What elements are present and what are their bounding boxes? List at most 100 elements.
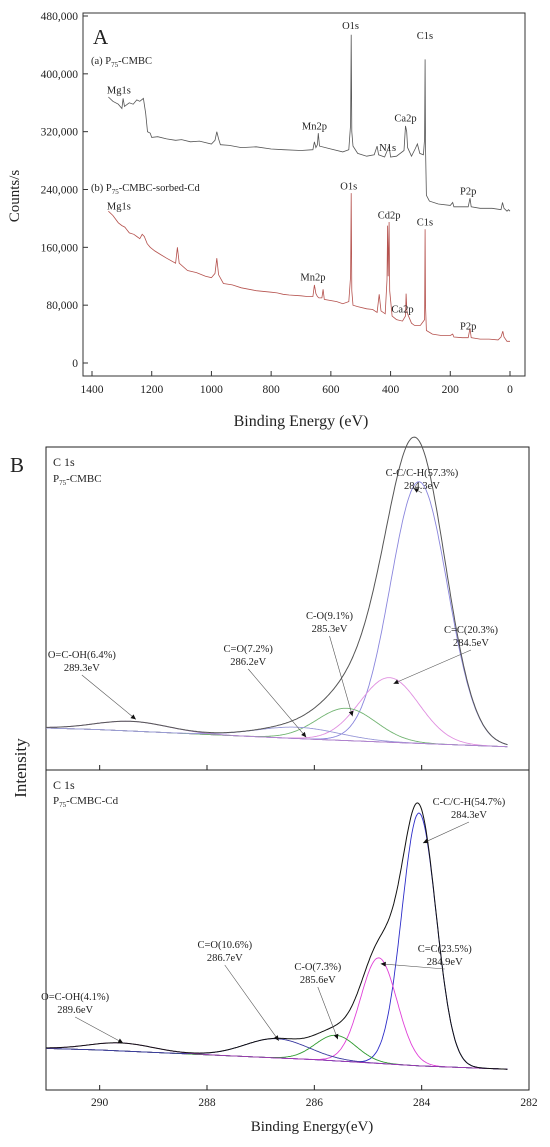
peak-label: Cd2p: [378, 210, 401, 221]
subplot-top-title-line1: C 1s: [53, 455, 75, 469]
leader-line: [393, 649, 472, 684]
x-tick-label: 800: [263, 384, 281, 396]
leader-line: [329, 635, 353, 717]
x-tick-label: 290: [91, 1097, 109, 1109]
y-tick-label: 400,000: [41, 69, 79, 81]
y-tick-label: 160,000: [41, 242, 79, 254]
envelope-curve: [46, 802, 508, 1070]
y-tick-label: 0: [72, 358, 78, 370]
peak-label-energy: 289.6eV: [57, 1005, 93, 1016]
peak-label-component: C=O(7.2%): [224, 644, 274, 655]
component-peak-curve: [46, 812, 508, 1070]
leader-line: [224, 964, 280, 1041]
peak-label-energy: 285.3eV: [312, 624, 348, 635]
peak-label-component: O=C-OH(6.4%): [48, 650, 117, 661]
x-tick-label: 286: [306, 1097, 324, 1109]
component-peak-curve: [46, 1034, 508, 1070]
y-tick-label: 80,000: [46, 300, 78, 312]
peak-label: O1s: [340, 182, 357, 193]
peak-label: O1s: [342, 21, 359, 32]
y-axis-label: Intensity: [11, 738, 30, 798]
leader-arrowhead: [423, 838, 429, 844]
x-tick-label: 282: [520, 1097, 538, 1109]
component-peak-curve: [46, 720, 508, 748]
peak-label: C1s: [417, 218, 433, 229]
peak-label-energy: 284.3eV: [404, 481, 440, 492]
peak-label-energy: 284.9eV: [427, 957, 463, 968]
peak-label: Mn2p: [302, 121, 327, 132]
x-tick-label: 400: [382, 384, 400, 396]
spectra: [108, 34, 511, 342]
spectrum-line-b: [108, 193, 510, 342]
panel-a-plot-frame: [82, 12, 526, 377]
peak-label-energy: 286.2eV: [230, 657, 266, 668]
x-tick-label: 1000: [200, 384, 223, 396]
peak-label-component: C-O(7.3%): [294, 962, 341, 973]
peak-label-component: O=C-OH(4.1%): [41, 992, 110, 1003]
leader-arrowhead: [348, 710, 354, 717]
x-tick-label: 1200: [140, 384, 163, 396]
peak-label: Mg1s: [107, 202, 131, 213]
component-peak-curve: [46, 957, 508, 1070]
leader-arrowhead: [333, 1033, 339, 1040]
leader-arrowhead: [130, 714, 136, 720]
peak-label-energy: 289.3eV: [64, 663, 100, 674]
peak-label-component: C-O(9.1%): [306, 611, 353, 622]
peak-label-component: C=C(20.3%): [444, 625, 499, 636]
x-axis-ticks: 290 288 286 284 282: [91, 765, 538, 1109]
peak-label-component: C=C(23.5%): [418, 944, 473, 955]
peak-label: C1s: [417, 31, 433, 42]
leader-line: [74, 1016, 124, 1044]
y-axis-label: Counts/s: [7, 170, 23, 223]
y-tick-label: 320,000: [41, 127, 79, 139]
x-axis-ticks: 1400 1200 1000 800 600 400 200 0: [81, 371, 513, 396]
subplot-bottom-frame: [45, 769, 530, 1091]
peak-label: Mg1s: [107, 85, 131, 96]
peak-label: Ca2p: [394, 114, 416, 125]
peak-label-energy: 285.6eV: [300, 975, 336, 986]
envelope-curve: [46, 436, 508, 746]
peak-label-component: C-C/C-H(57.3%): [386, 468, 459, 479]
leader-arrowhead: [117, 1038, 124, 1043]
x-axis-label: Binding Energy(eV): [251, 1119, 374, 1135]
peak-label-energy: 286.7eV: [207, 953, 243, 964]
peak-label-component: C=O(10.6%): [197, 940, 252, 951]
peak-label: P2p: [460, 187, 476, 198]
subplot-bottom-title-line1: C 1s: [53, 778, 75, 792]
leader-arrowhead: [301, 731, 307, 738]
peak-annotations: O1s C1s Mg1s Mn2p Ca2p N1s P2p O1s Mg1s Cd2p C1s Mn…: [107, 21, 476, 333]
leader-arrowhead: [273, 1035, 279, 1041]
fitted-curves: [46, 436, 508, 1070]
series-b-legend: (b) P75-CMBC-sorbed-Cd: [91, 183, 201, 196]
peak-label: N1s: [379, 143, 396, 154]
x-tick-label: 0: [507, 384, 513, 396]
series-a-legend: (a) P75-CMBC: [91, 56, 152, 69]
c1s-deconvolution-chart: B 290 288 286 284 282 C-C/C-H(57.3%)284.3eVC…: [10, 436, 538, 1135]
peak-label: P2p: [460, 322, 476, 333]
component-peak-curve: [46, 1042, 508, 1070]
leader-line: [317, 986, 339, 1040]
x-tick-label: 200: [442, 384, 460, 396]
component-peak-curve: [46, 677, 508, 748]
peak-label-energy: 284.3eV: [451, 810, 487, 821]
leader-line: [248, 668, 307, 738]
leader-arrowhead: [380, 961, 386, 967]
y-tick-label: 240,000: [41, 185, 79, 197]
spectrum-line-a: [108, 34, 511, 212]
x-tick-label: 284: [413, 1097, 431, 1109]
leader-arrowhead: [413, 488, 420, 493]
leader-line: [380, 963, 445, 970]
y-tick-label: 480,000: [41, 11, 79, 23]
y-axis-ticks: 0 80,000 160,000 240,000 320,000 400,000 480,0…: [41, 11, 88, 370]
subplot-bottom-title-line2: P75-CMBC-Cd: [53, 795, 119, 809]
peak-label-energy: 284.5eV: [453, 638, 489, 649]
peak-label: Mn2p: [300, 273, 325, 284]
panel-b-letter: B: [10, 453, 24, 477]
subplot-top-title-line2: P75-CMBC: [53, 473, 102, 487]
panel-a-letter: A: [93, 25, 109, 49]
peak-labels: C-C/C-H(57.3%) 284.3eV C=C(20.3%) 284.5eV C-…: [41, 468, 506, 1044]
leader-line: [81, 674, 137, 720]
leader-line: [422, 821, 470, 844]
peak-label-component: C-C/C-H(54.7%): [433, 797, 506, 808]
